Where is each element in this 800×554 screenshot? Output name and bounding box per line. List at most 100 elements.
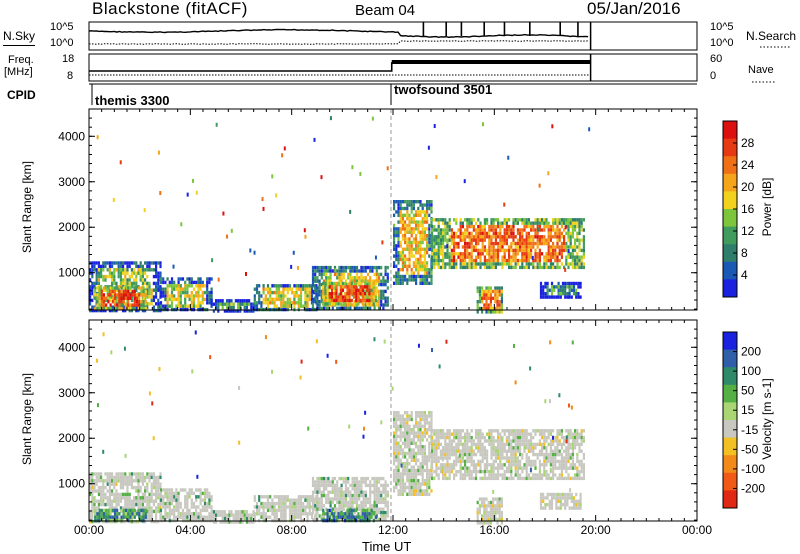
heatmap-cell bbox=[448, 439, 451, 443]
heatmap-cell bbox=[453, 452, 456, 457]
heatmap-cell bbox=[293, 301, 296, 305]
heatmap-cell bbox=[139, 485, 142, 490]
heatmap-cell bbox=[115, 308, 118, 313]
heatmap-cell bbox=[532, 241, 535, 246]
heatmap-cell bbox=[410, 465, 413, 469]
heatmap-cell bbox=[325, 507, 328, 511]
heatmap-cell bbox=[489, 293, 492, 297]
heatmap-cell bbox=[369, 265, 372, 270]
heatmap-cell bbox=[284, 498, 287, 502]
scatter-cell bbox=[222, 211, 225, 216]
heatmap-cell bbox=[141, 502, 144, 507]
heatmap-cell bbox=[373, 265, 376, 270]
heatmap-cell bbox=[146, 295, 149, 299]
heatmap-cell bbox=[428, 492, 431, 496]
heatmap-cell bbox=[168, 508, 171, 513]
heatmap-cell bbox=[470, 449, 473, 453]
heatmap-cell bbox=[487, 289, 490, 294]
heatmap-cell bbox=[369, 480, 372, 484]
heatmap-cell bbox=[431, 466, 434, 470]
heatmap-cell bbox=[342, 265, 345, 270]
noise-right-tick-bottom: 10^0 bbox=[710, 37, 734, 49]
heatmap-cell bbox=[548, 295, 551, 299]
heatmap-cell bbox=[135, 288, 138, 292]
heatmap-cell bbox=[144, 302, 147, 306]
heatmap-cell bbox=[408, 240, 411, 245]
heatmap-cell bbox=[360, 507, 363, 511]
heatmap-cell bbox=[423, 227, 426, 231]
heatmap-cell bbox=[470, 258, 473, 263]
heatmap-cell bbox=[199, 501, 202, 506]
heatmap-cell bbox=[113, 485, 116, 490]
heatmap-cell bbox=[159, 472, 162, 476]
heatmap-cell bbox=[492, 310, 495, 314]
heatmap-cell bbox=[567, 255, 570, 259]
heatmap-cell bbox=[426, 217, 429, 221]
heatmap-cell bbox=[435, 248, 438, 253]
heatmap-cell bbox=[100, 502, 103, 507]
heatmap-cell bbox=[498, 306, 501, 311]
heatmap-cell bbox=[295, 498, 298, 502]
heatmap-cell bbox=[401, 274, 404, 279]
heatmap-cell bbox=[468, 452, 471, 457]
noise-right-tick-top: 10^5 bbox=[710, 21, 734, 33]
heatmap-cell bbox=[393, 414, 396, 418]
heatmap-cell bbox=[552, 218, 555, 222]
heatmap-cell bbox=[318, 289, 321, 294]
heatmap-cell bbox=[558, 231, 561, 236]
heatmap-cell bbox=[130, 295, 133, 299]
heatmap-cell bbox=[401, 489, 404, 493]
heatmap-cell bbox=[397, 200, 400, 204]
heatmap-cell bbox=[197, 280, 200, 285]
heatmap-cell bbox=[571, 255, 574, 259]
heatmap-cell bbox=[380, 500, 383, 505]
heatmap-cell bbox=[582, 255, 585, 259]
heatmap-cell bbox=[375, 507, 378, 511]
heatmap-cell bbox=[412, 220, 415, 224]
heatmap-cell bbox=[444, 252, 447, 256]
heatmap-cell bbox=[564, 285, 567, 289]
heatmap-cell bbox=[423, 417, 426, 422]
heatmap-cell bbox=[514, 241, 517, 246]
heatmap-cell bbox=[486, 439, 489, 443]
heatmap-cell bbox=[113, 482, 116, 486]
heatmap-cell bbox=[370, 281, 373, 286]
heatmap-cell bbox=[444, 463, 447, 467]
heatmap-cell bbox=[358, 493, 361, 498]
heatmap-cell bbox=[548, 288, 551, 292]
heatmap-cell bbox=[406, 492, 409, 496]
heatmap-cell bbox=[428, 479, 431, 483]
heatmap-cell bbox=[329, 483, 332, 488]
heatmap-cell bbox=[115, 489, 118, 493]
heatmap-cell bbox=[275, 284, 278, 288]
heatmap-cell bbox=[252, 309, 255, 313]
scatter-cell bbox=[215, 122, 218, 127]
heatmap-cell bbox=[461, 466, 464, 470]
heatmap-cell bbox=[152, 482, 155, 486]
heatmap-cell bbox=[91, 261, 94, 265]
heatmap-cell bbox=[563, 235, 566, 239]
heatmap-cell bbox=[122, 506, 125, 510]
heatmap-cell bbox=[295, 301, 298, 305]
heatmap-cell bbox=[419, 240, 422, 245]
heatmap-cell bbox=[415, 455, 418, 459]
heatmap-cell bbox=[468, 456, 471, 460]
heatmap-cell bbox=[159, 515, 163, 519]
heatmap-cell bbox=[208, 512, 211, 516]
heatmap-cell bbox=[426, 264, 429, 268]
heatmap-cell bbox=[399, 244, 402, 248]
heatmap-cell bbox=[523, 252, 526, 256]
heatmap-cell bbox=[336, 490, 339, 494]
heatmap-cell bbox=[117, 261, 120, 265]
heatmap-cell bbox=[450, 241, 453, 246]
heatmap-cell bbox=[116, 306, 119, 311]
heatmap-cell bbox=[141, 268, 144, 272]
heatmap-cell bbox=[228, 302, 231, 306]
heatmap-cell bbox=[399, 448, 402, 452]
heatmap-cell bbox=[527, 262, 530, 266]
heatmap-cell bbox=[95, 489, 98, 493]
heatmap-cell bbox=[450, 238, 453, 242]
heatmap-cell bbox=[342, 480, 345, 484]
heatmap-cell bbox=[406, 203, 409, 207]
heatmap-cell bbox=[89, 519, 92, 524]
